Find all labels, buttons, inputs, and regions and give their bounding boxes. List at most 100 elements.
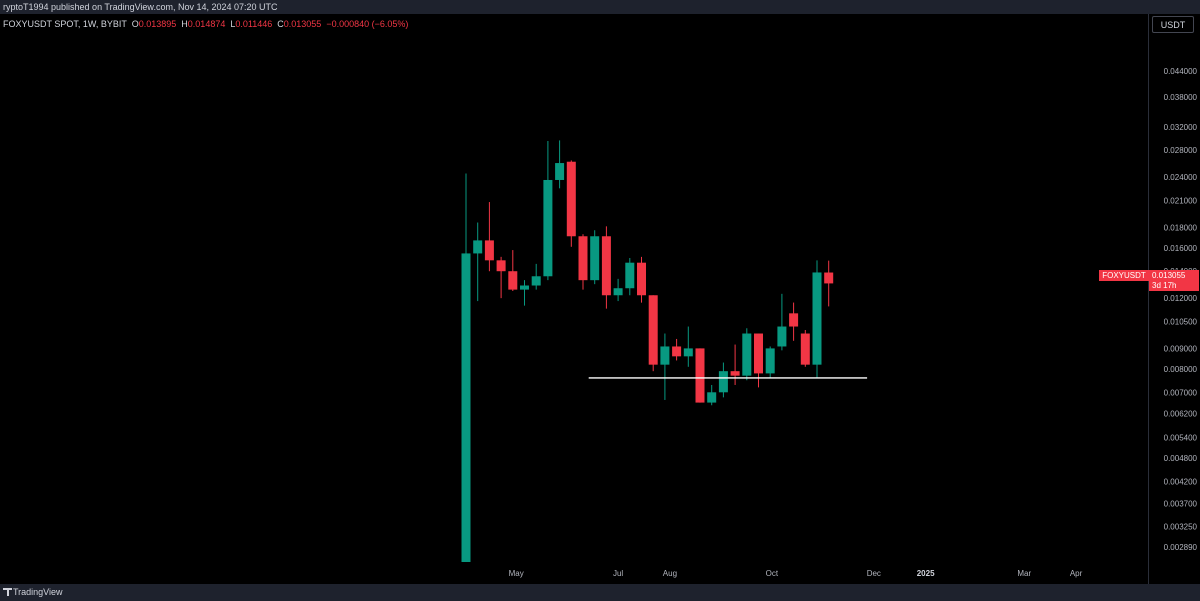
candle[interactable] — [800, 329, 810, 367]
candle[interactable] — [543, 140, 553, 281]
candle[interactable] — [672, 338, 682, 361]
candle-body — [496, 260, 506, 272]
candle[interactable] — [695, 348, 705, 403]
time-tick-label: May — [509, 569, 524, 578]
time-axis: May Jul Aug Oct Dec 2025 Mar Apr — [509, 569, 1083, 578]
price-tick-label: 0.008000 — [1164, 365, 1198, 374]
candle[interactable] — [566, 160, 576, 247]
candle[interactable] — [484, 202, 494, 272]
price-tick-label: 0.009000 — [1164, 344, 1198, 353]
candle-body — [508, 271, 518, 290]
close-value: 0.013055 — [283, 19, 322, 29]
candle[interactable] — [765, 346, 775, 378]
tradingview-brand[interactable]: TradingView — [13, 587, 63, 597]
open-label: O — [131, 19, 139, 29]
candles-group — [461, 140, 834, 562]
candle-body — [777, 326, 787, 347]
price-tick-label: 0.012000 — [1164, 294, 1198, 303]
candle[interactable] — [742, 328, 752, 381]
candle-body — [800, 333, 810, 365]
change-value: −0.000840 (−6.05%) — [326, 19, 409, 29]
candle[interactable] — [578, 234, 588, 290]
price-axis-separator — [1148, 14, 1149, 584]
candle-body — [461, 253, 471, 562]
candle[interactable] — [520, 280, 529, 306]
candle[interactable] — [555, 140, 565, 189]
price-tick-label: 0.038000 — [1164, 93, 1198, 102]
candle-body — [718, 371, 728, 393]
candle-body — [613, 288, 623, 296]
candle[interactable] — [613, 278, 623, 302]
candle[interactable] — [637, 256, 646, 303]
time-tick-label: Oct — [766, 569, 779, 578]
time-tick-label: Apr — [1070, 569, 1083, 578]
candle-body — [590, 236, 600, 281]
candle-body — [531, 276, 541, 286]
candle-body — [484, 240, 494, 261]
time-tick-label: Dec — [867, 569, 881, 578]
price-tick-label: 0.032000 — [1164, 123, 1198, 132]
candle-body — [637, 262, 646, 296]
candle[interactable] — [824, 260, 834, 307]
time-tick-label: 2025 — [917, 569, 935, 578]
published-line: ryptoT1994 published on TradingView.com,… — [3, 2, 278, 12]
high-label: H — [181, 19, 188, 29]
candle-body — [648, 295, 658, 365]
candle[interactable] — [461, 173, 471, 562]
time-tick-label: Mar — [1017, 569, 1031, 578]
candle-body — [789, 313, 799, 327]
candle-body — [520, 285, 529, 290]
candle-body — [660, 346, 670, 365]
price-tick-label: 0.004800 — [1164, 454, 1198, 463]
candle[interactable] — [812, 260, 822, 378]
price-tick-label: 0.006200 — [1164, 410, 1198, 419]
candle-body — [555, 163, 565, 180]
price-axis: 0.044000 0.038000 0.032000 0.028000 0.024000… — [1164, 67, 1198, 552]
candle[interactable] — [707, 384, 717, 406]
candle[interactable] — [648, 295, 658, 372]
price-tick-label: 0.021000 — [1164, 196, 1198, 205]
open-value: 0.013895 — [138, 19, 177, 29]
candle[interactable] — [718, 362, 728, 398]
candle-body — [765, 348, 775, 374]
price-tick-label: 0.007000 — [1164, 388, 1198, 397]
price-tick-label: 0.016000 — [1164, 244, 1198, 253]
candle-body — [730, 371, 740, 376]
tradingview-logo-icon — [3, 588, 12, 596]
price-tick-label: 0.010500 — [1164, 317, 1198, 326]
publish-header: ryptoT1994 published on TradingView.com,… — [0, 0, 1200, 14]
candle[interactable] — [473, 222, 483, 302]
candle[interactable] — [531, 263, 541, 290]
candle-body — [543, 179, 553, 277]
candle[interactable] — [730, 344, 740, 385]
candle[interactable] — [683, 326, 693, 367]
candle-body — [707, 392, 717, 403]
candle-body — [754, 333, 763, 374]
candle-body — [812, 272, 822, 365]
candle-body — [625, 262, 635, 289]
candle-body — [473, 240, 483, 254]
price-tick-label: 0.028000 — [1164, 146, 1198, 155]
candle-body — [566, 161, 576, 237]
candle-body — [683, 348, 693, 357]
time-tick-label: Aug — [663, 569, 677, 578]
candle[interactable] — [496, 256, 506, 299]
candle[interactable] — [777, 293, 787, 351]
candle-body — [601, 236, 611, 296]
close-label: C — [277, 19, 284, 29]
candle[interactable] — [789, 302, 799, 341]
candle[interactable] — [660, 333, 670, 400]
candle[interactable] — [508, 250, 518, 292]
ohlc-legend: FOXYUSDT SPOT, 1W, BYBIT O0.013895 H 0.01… — [3, 19, 408, 29]
candle[interactable] — [590, 230, 600, 285]
candle-body — [578, 236, 588, 281]
price-tag-countdown: 3d 17h — [1149, 281, 1199, 291]
symbol-info[interactable]: FOXYUSDT SPOT, 1W, BYBIT — [3, 19, 127, 29]
candle[interactable] — [601, 226, 611, 309]
currency-button[interactable]: USDT — [1152, 16, 1194, 33]
price-tick-label: 0.044000 — [1164, 67, 1198, 76]
candle[interactable] — [754, 333, 763, 388]
footer-bar: TradingView — [0, 584, 1200, 601]
candle[interactable] — [625, 257, 635, 296]
